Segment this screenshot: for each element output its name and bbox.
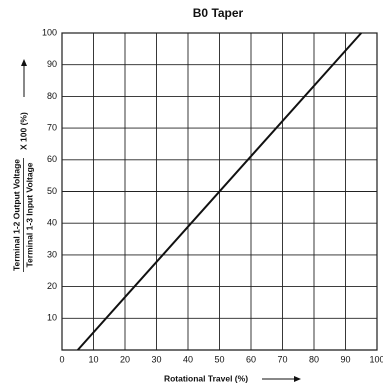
y-label-factor: X 100 (%) <box>18 112 28 150</box>
y-label-denominator: Terminal 1-3 Input Voltage <box>24 162 34 267</box>
x-tick-label: 100 <box>369 354 383 364</box>
y-tick-label: 20 <box>47 281 57 291</box>
y-tick-label: 60 <box>47 154 57 164</box>
y-tick-label: 100 <box>42 27 57 37</box>
y-tick-label: 40 <box>47 218 57 228</box>
x-tick-label: 20 <box>120 354 130 364</box>
x-tick-label: 40 <box>183 354 193 364</box>
x-tick-label: 10 <box>88 354 98 364</box>
y-label-numerator: Terminal 1-2 Output Voltage <box>11 159 21 271</box>
y-tick-label: 10 <box>47 313 57 323</box>
x-tick-label: 60 <box>246 354 256 364</box>
y-tick-label: 90 <box>47 59 57 69</box>
x-tick-label: 30 <box>151 354 161 364</box>
y-tick-label: 50 <box>47 186 57 196</box>
x-axis-label: Rotational Travel (%) <box>164 373 248 383</box>
x-tick-label: 50 <box>214 354 224 364</box>
x-tick-label: 0 <box>59 354 64 364</box>
y-tick-label: 80 <box>47 91 57 101</box>
x-tick-label: 80 <box>309 354 319 364</box>
data-line <box>77 32 362 351</box>
chart-title: B0 Taper <box>193 6 244 20</box>
y-tick-label: 70 <box>47 122 57 132</box>
x-tick-label: 70 <box>277 354 287 364</box>
y-tick-label: 30 <box>47 249 57 259</box>
y-axis-label: Terminal 1-2 Output Voltage Terminal 1-3… <box>11 59 34 272</box>
x-tick-label: 90 <box>340 354 350 364</box>
